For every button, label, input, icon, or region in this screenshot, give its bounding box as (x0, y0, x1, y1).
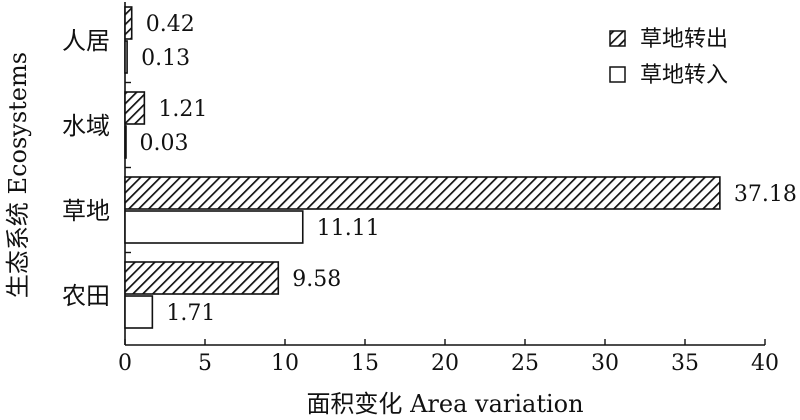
legend-label-in: 草地转入 (640, 63, 728, 88)
x-tick-label: 40 (751, 351, 779, 376)
value-label: 0.42 (146, 12, 195, 37)
x-tick-label: 25 (511, 351, 539, 376)
legend: 草地转出 草地转入 (609, 27, 728, 88)
category-label: 农田 (62, 282, 110, 310)
bar-in (124, 125, 127, 159)
x-tick-label: 30 (591, 351, 619, 376)
value-label: 9.58 (292, 267, 341, 292)
bar-in (124, 40, 128, 74)
bar-in (124, 210, 304, 244)
x-tick-label: 0 (118, 351, 132, 376)
x-tick-label: 10 (271, 351, 299, 376)
value-label: 0.03 (139, 131, 188, 156)
legend-label-out: 草地转出 (640, 27, 728, 52)
x-tick-label: 20 (431, 351, 459, 376)
value-label: 11.11 (317, 216, 380, 241)
legend-swatch-in (609, 66, 626, 83)
x-axis-title: 面积变化 Area variation (306, 390, 583, 418)
category-label: 草地 (62, 197, 110, 225)
category-label: 人居 (62, 27, 110, 55)
x-tick-label: 35 (671, 351, 699, 376)
bar-in (124, 295, 154, 329)
x-tick-label: 5 (198, 351, 212, 376)
legend-swatch-out (609, 30, 626, 47)
bar-out (124, 6, 133, 40)
value-label: 1.21 (158, 97, 207, 122)
value-label: 0.13 (141, 46, 190, 71)
bar-out (124, 261, 280, 295)
bar-out (124, 176, 721, 210)
x-tick-label: 15 (351, 351, 379, 376)
value-label: 1.71 (166, 301, 215, 326)
value-label: 37.18 (734, 182, 797, 207)
bar-out (124, 91, 146, 125)
y-axis-title: 生态系统 Ecosystems (4, 52, 32, 298)
category-label: 水域 (62, 112, 110, 140)
